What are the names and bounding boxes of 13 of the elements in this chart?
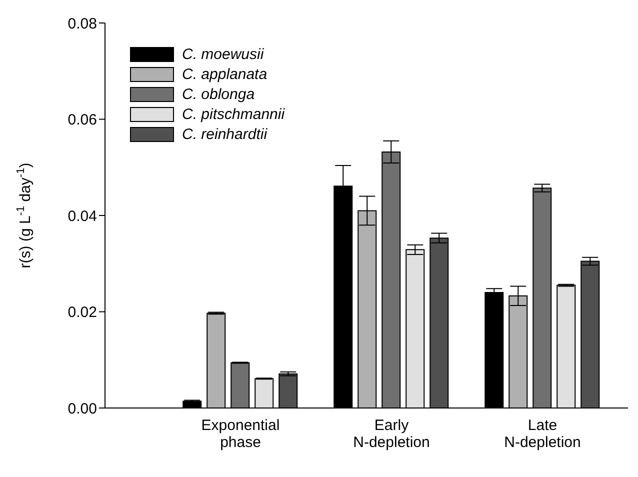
y-tick-label: 0.04 bbox=[68, 208, 97, 225]
x-tick-label: Late N-depletion bbox=[504, 417, 581, 451]
y-tick-label: 0.08 bbox=[68, 15, 97, 32]
y-tick-label: 0.02 bbox=[68, 304, 97, 322]
y-tick-label: 0.06 bbox=[68, 112, 97, 129]
legend-label: C. moewusii bbox=[182, 46, 264, 63]
legend-label: C. pitschmannii bbox=[182, 106, 285, 123]
legend-label: C. applanata bbox=[182, 66, 268, 83]
legend-label: C. reinhardtii bbox=[182, 126, 268, 143]
x-tick-label: Early N-depletion bbox=[353, 417, 430, 451]
legend-label: C. oblonga bbox=[182, 86, 255, 103]
y-tick-label: 0.00 bbox=[68, 400, 97, 418]
x-tick-label: Exponential phase bbox=[201, 417, 280, 451]
